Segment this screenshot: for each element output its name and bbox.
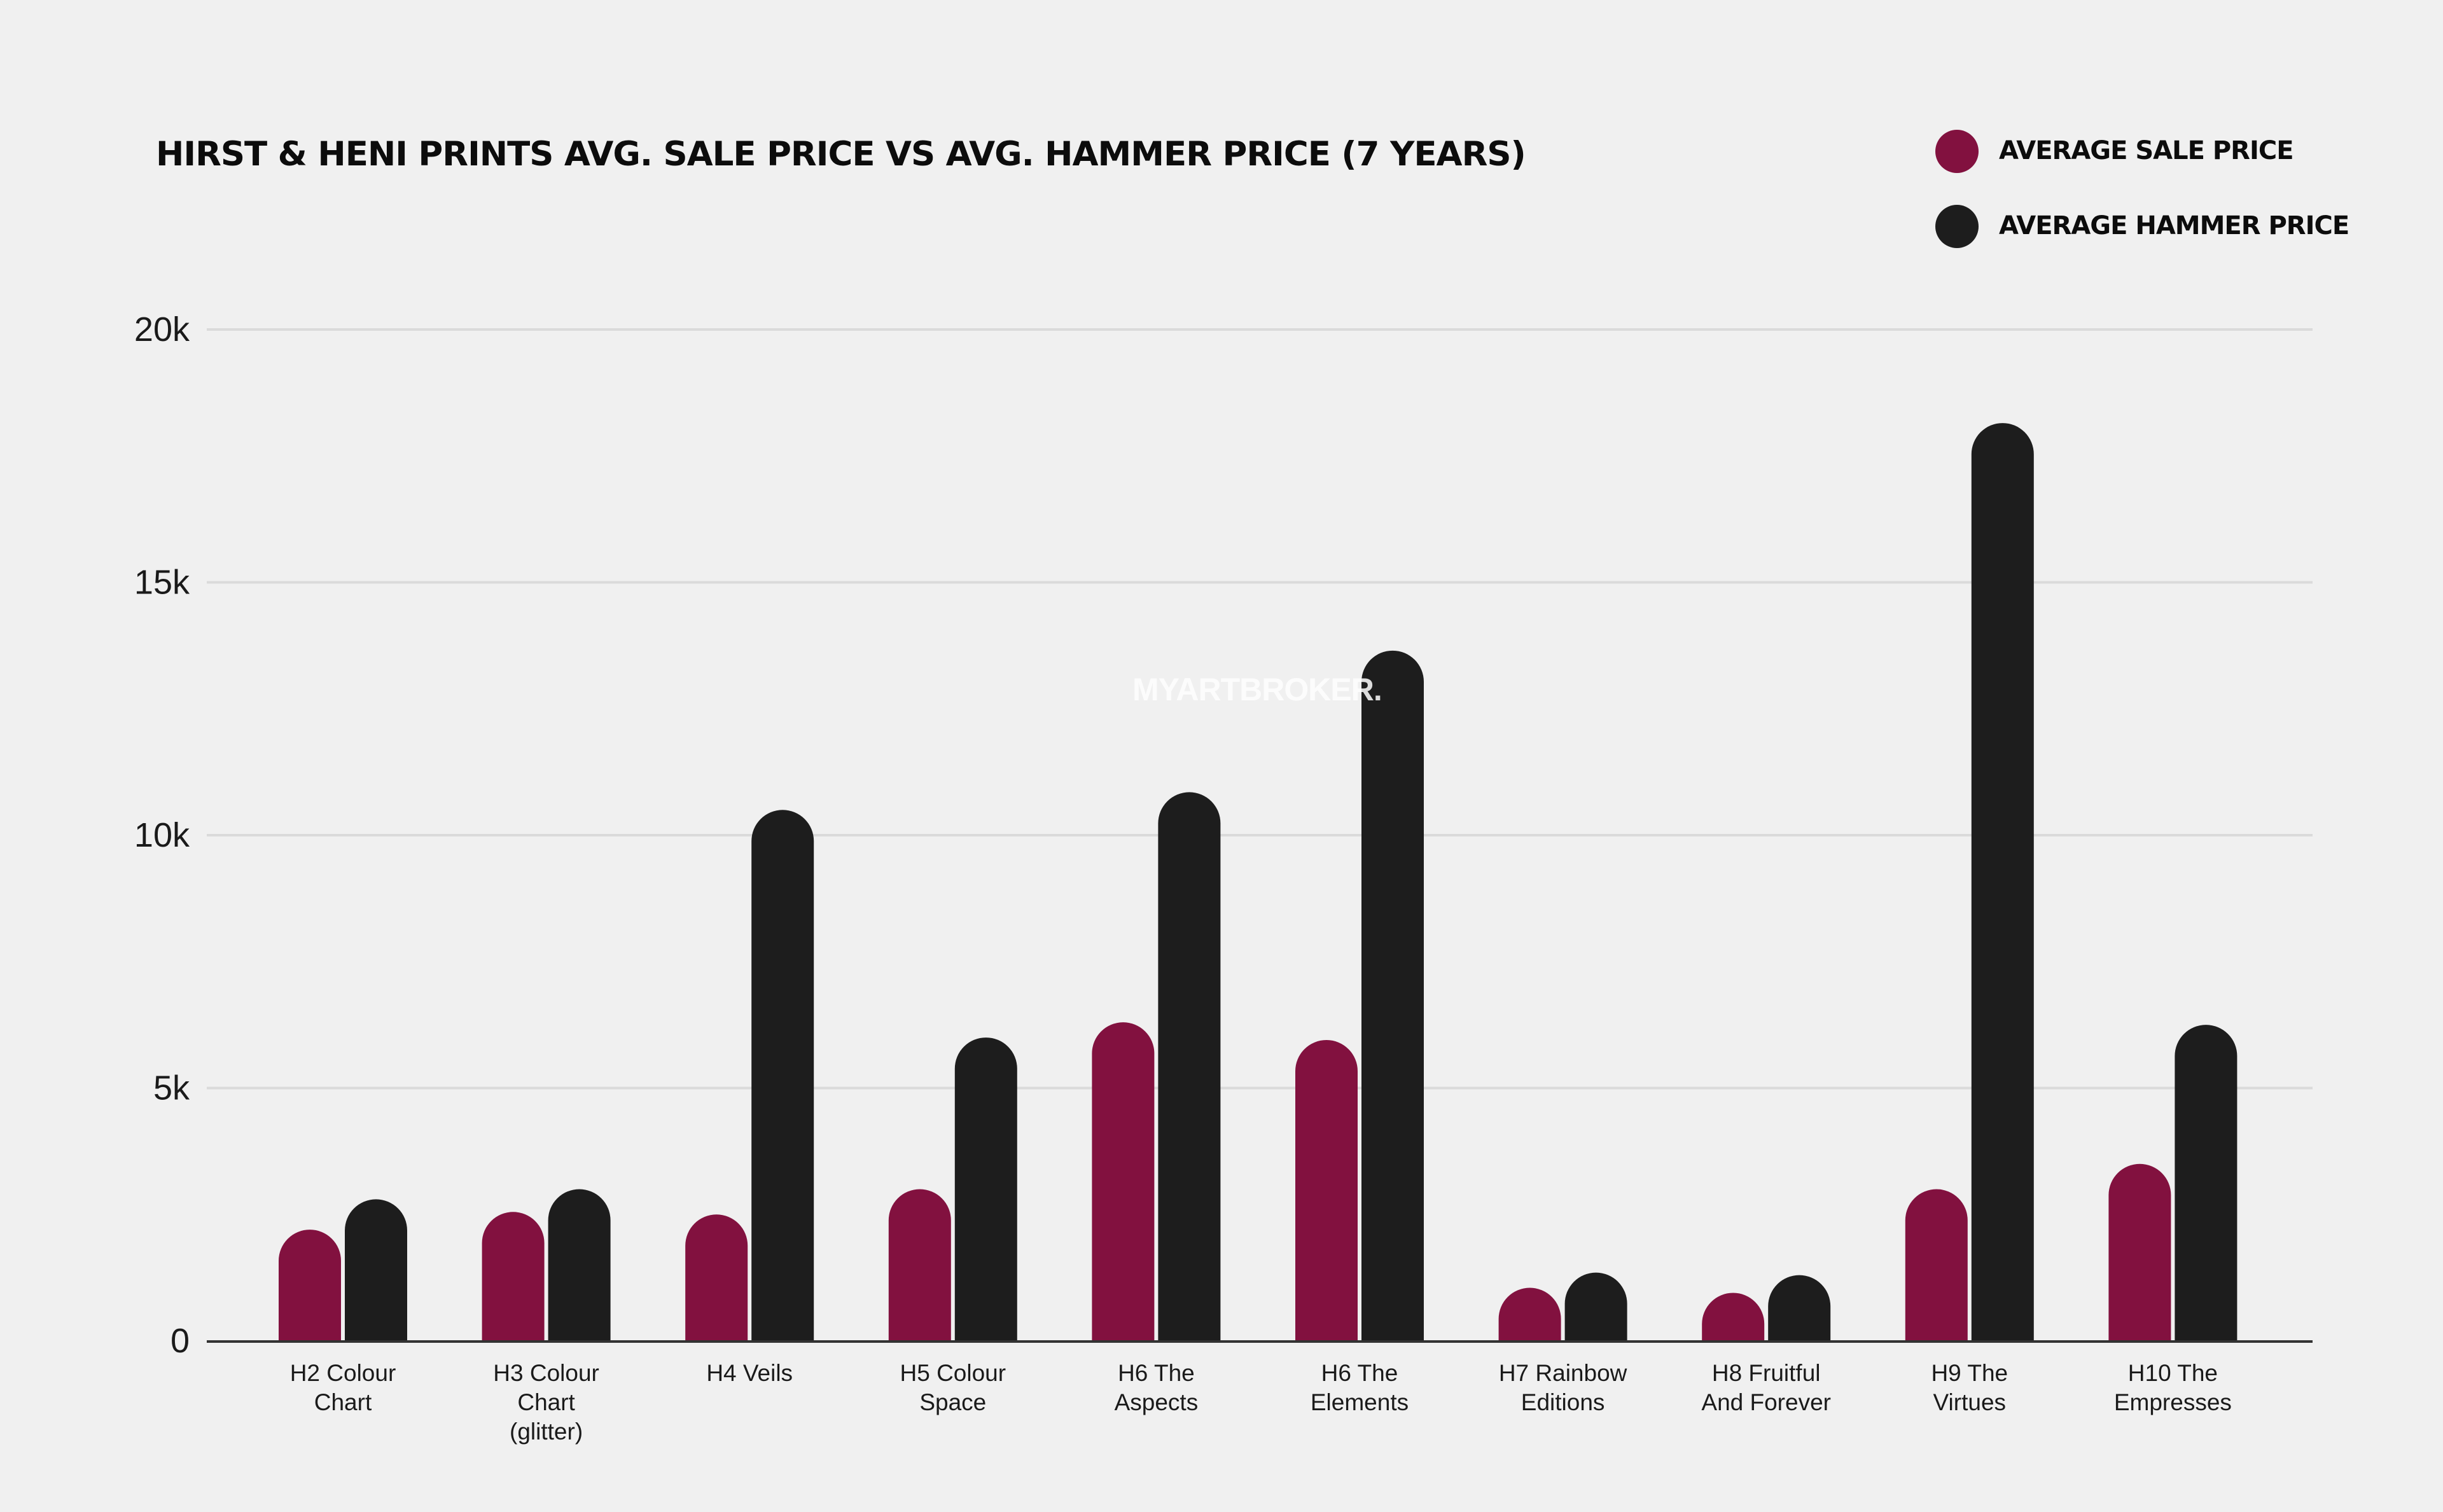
legend-swatch-hammer	[1935, 205, 1979, 248]
y-tick-label: 0	[171, 1322, 190, 1360]
bar-sale-10	[2108, 1163, 2171, 1341]
x-tick-label: H3 Colour Chart (glitter)	[493, 1360, 599, 1445]
legend-label-hammer: AVERAGE HAMMER PRICE	[1999, 211, 2349, 240]
bar-sale-6	[1295, 1039, 1358, 1341]
legend-label-sale: AVERAGE SALE PRICE	[1999, 136, 2294, 165]
grid-lines	[207, 328, 2313, 1090]
chart-title: HIRST & HENI PRINTS AVG. SALE PRICE VS A…	[156, 135, 1526, 174]
y-tick-label: 15k	[134, 564, 190, 602]
bar-sale-2	[482, 1212, 545, 1341]
bars	[278, 423, 2238, 1342]
bar-hammer-3	[751, 810, 814, 1341]
bar-hammer-7	[1564, 1272, 1627, 1341]
x-tick-label: H4 Veils	[706, 1360, 793, 1386]
bar-hammer-9	[1971, 423, 2034, 1342]
x-tick-label: H8 Fruitful And Forever	[1701, 1360, 1831, 1415]
bar-hammer-6	[1361, 650, 1424, 1341]
x-tick-label: H10 The Empresses	[2114, 1360, 2232, 1415]
y-tick-label: 20k	[134, 310, 190, 349]
bar-sale-9	[1905, 1189, 1968, 1341]
x-tick-label: H6 The Elements	[1311, 1360, 1409, 1415]
x-tick-label: H7 Rainbow Editions	[1499, 1360, 1627, 1415]
bar-sale-8	[1702, 1293, 1765, 1341]
bar-hammer-2	[548, 1189, 611, 1341]
x-tick-label: H2 Colour Chart	[290, 1360, 396, 1415]
legend-item-hammer: AVERAGE HAMMER PRICE	[1934, 202, 2418, 277]
bar-sale-1	[278, 1230, 341, 1341]
axis-labels: 0 5k 10k 15k 20k H2 Colour Chart H3 Colour Chart…	[134, 310, 2232, 1445]
y-tick-label: 10k	[134, 816, 190, 854]
bar-hammer-1	[345, 1199, 407, 1341]
x-tick-label: H5 Colour Space	[900, 1360, 1006, 1415]
x-tick-label: H6 The Aspects	[1115, 1360, 1199, 1415]
watermark-logo: MYARTBROKER.	[1132, 672, 1382, 707]
legend: AVERAGE SALE PRICE AVERAGE HAMMER PRICE	[1934, 127, 2418, 277]
bar-sale-5	[1092, 1022, 1155, 1341]
y-tick-label: 5k	[153, 1069, 190, 1107]
legend-item-sale: AVERAGE SALE PRICE	[1934, 127, 2418, 202]
bar-hammer-5	[1158, 792, 1221, 1341]
bar-sale-7	[1498, 1287, 1561, 1341]
bar-sale-4	[888, 1189, 951, 1341]
legend-swatch-sale	[1935, 130, 1979, 173]
bar-hammer-4	[954, 1037, 1017, 1341]
x-tick-label: H9 The Virtues	[1931, 1360, 2008, 1415]
bar-hammer-8	[1768, 1275, 1831, 1341]
bar-sale-3	[685, 1214, 748, 1341]
bar-hammer-10	[2175, 1025, 2238, 1341]
